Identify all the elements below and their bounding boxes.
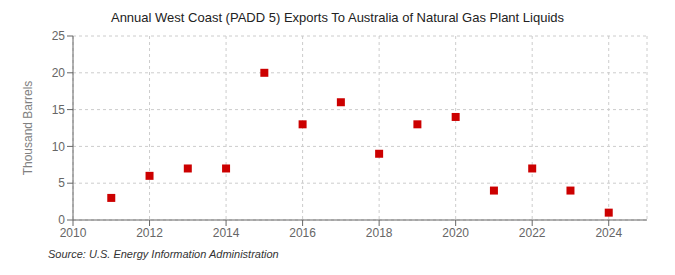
svg-text:Thousand Barrels: Thousand Barrels	[21, 81, 35, 176]
svg-text:2016: 2016	[289, 226, 316, 240]
svg-text:0: 0	[58, 213, 65, 227]
svg-text:2012: 2012	[136, 226, 163, 240]
svg-text:2010: 2010	[60, 226, 87, 240]
svg-text:10: 10	[52, 140, 66, 154]
svg-text:15: 15	[52, 103, 66, 117]
svg-text:20: 20	[52, 66, 66, 80]
svg-text:2014: 2014	[213, 226, 240, 240]
svg-text:25: 25	[52, 29, 66, 43]
html-text:Source: U.S. Energy Informatio: Source: U.S. Energy Information Administ…	[48, 248, 279, 260]
svg-text:2020: 2020	[442, 226, 469, 240]
svg-text:2024: 2024	[595, 226, 622, 240]
svg-text:5: 5	[58, 176, 65, 190]
html-text:Annual West Coast (PADD 5) Exp: Annual West Coast (PADD 5) Exports To Au…	[111, 10, 564, 25]
svg-text:2022: 2022	[519, 226, 546, 240]
svg-text:2018: 2018	[366, 226, 393, 240]
